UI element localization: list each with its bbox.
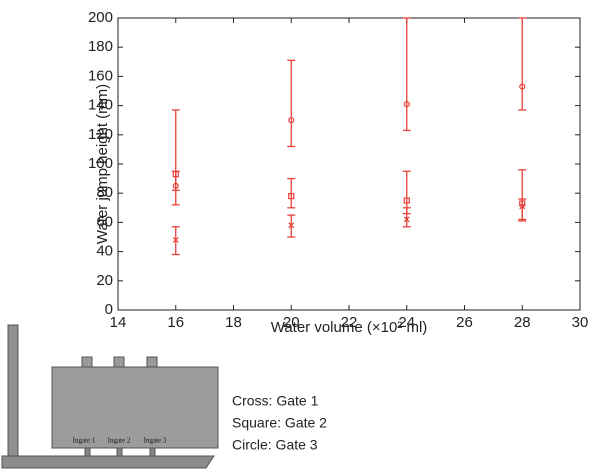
y-tick-label: 0 <box>105 301 113 318</box>
marker <box>403 197 410 204</box>
marker <box>403 216 410 223</box>
legend-text: Cross: Gate 1 <box>232 393 319 409</box>
y-tick-label: 60 <box>96 213 113 230</box>
marker <box>403 101 410 108</box>
apparatus <box>1 324 219 469</box>
legend-text: Circle: Gate 3 <box>232 437 318 453</box>
y-tick-label: 40 <box>96 243 113 260</box>
ingate-label: Ingate 1 <box>73 437 96 445</box>
y-tick-label: 100 <box>88 155 113 172</box>
y-tick-label: 80 <box>96 184 113 201</box>
marker <box>288 117 295 124</box>
x-axis-label: Water volume (×10² ml) <box>271 319 428 336</box>
x-tick-label: 16 <box>167 314 184 331</box>
y-axis-label: Water jump height (mm) <box>94 84 111 244</box>
ingate-label: Ingate 2 <box>108 437 131 445</box>
y-tick-label: 140 <box>88 97 113 114</box>
y-tick-label: 120 <box>88 126 113 143</box>
marker <box>288 193 295 200</box>
legend-text: Square: Gate 2 <box>232 415 327 431</box>
x-tick-label: 30 <box>572 314 589 331</box>
marker <box>288 222 295 229</box>
y-tick-label: 20 <box>96 272 113 289</box>
marker <box>172 236 179 243</box>
x-tick-label: 26 <box>456 314 473 331</box>
y-tick-label: 160 <box>88 67 113 84</box>
marker <box>519 83 526 90</box>
plot-frame <box>117 17 581 311</box>
ingate-label: Ingate 3 <box>144 437 167 445</box>
y-tick-label: 200 <box>88 9 113 26</box>
x-tick-label: 14 <box>110 314 127 331</box>
x-tick-label: 22 <box>341 314 358 331</box>
y-tick-label: 180 <box>88 38 113 55</box>
marker <box>172 182 179 189</box>
x-tick-label: 20 <box>283 314 300 331</box>
x-tick-label: 28 <box>514 314 531 331</box>
marker <box>519 200 526 207</box>
x-tick-label: 24 <box>398 314 415 331</box>
x-tick-label: 18 <box>225 314 242 331</box>
